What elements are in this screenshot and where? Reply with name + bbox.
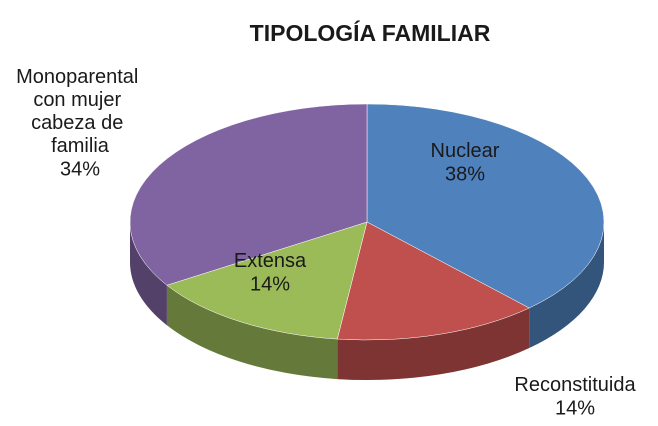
slice-label: Reconstituida [514, 374, 636, 396]
side-shade [529, 222, 604, 349]
side-shade [166, 285, 338, 380]
slice [166, 221, 368, 340]
slice-label: Extensa [234, 250, 307, 272]
slice-side [130, 222, 167, 326]
slice-side [337, 308, 530, 380]
slice [336, 221, 530, 341]
slice [366, 103, 605, 309]
slice-side [166, 285, 338, 380]
slice-label: Nuclear [431, 140, 500, 162]
slice-side [529, 222, 604, 349]
slice [129, 103, 368, 286]
side-shade [337, 308, 530, 380]
side-shade [130, 222, 167, 326]
slice-value-label: 14% [250, 273, 290, 295]
slice-label: Monoparental con mujer cabeza de familia [16, 66, 144, 157]
slice-value-label: 38% [445, 163, 485, 185]
slice-value-label: 34% [60, 158, 100, 180]
chart-title: TIPOLOGÍA FAMILIAR [250, 19, 491, 46]
slice-value-label: 14% [555, 397, 595, 419]
